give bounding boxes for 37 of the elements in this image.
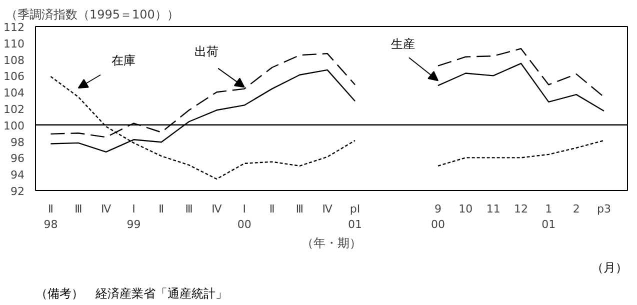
y-tick-label: 102 <box>4 103 25 116</box>
x-tick-label: 12 <box>514 202 528 216</box>
x-tick-label: pⅠ 01 <box>348 202 362 232</box>
x-tick-label: Ⅳ <box>322 202 334 216</box>
y-tick-label: 106 <box>4 70 25 84</box>
x-tick-label: p3 <box>596 202 611 216</box>
y-tick-label: 98 <box>10 136 25 149</box>
x-tick-label: 9 00 <box>431 202 446 232</box>
annotation: 出荷 <box>194 44 219 58</box>
x-tick-label: Ⅱ 98 <box>44 202 58 232</box>
x-tick-label: 10 <box>458 202 473 216</box>
x-tick-label: Ⅲ <box>185 202 193 216</box>
y-tick-label: 96 <box>10 152 25 166</box>
x-tick-label: 11 <box>486 202 500 216</box>
x-tick-label: Ⅳ <box>212 202 223 216</box>
x-tick-label: 1 01 <box>542 202 556 232</box>
x-tick-label: Ⅲ <box>74 202 82 216</box>
x-tick-label: Ⅰ 00 <box>237 202 252 232</box>
x-tick-label: Ⅳ <box>100 202 112 216</box>
x-tick-label: Ⅲ <box>296 202 304 216</box>
text: （備考） 経済産業省「通産統計」 <box>36 286 228 300</box>
y-tick-label: 108 <box>4 54 25 67</box>
annotation: 生産 <box>390 37 415 52</box>
annotation: 在庫 <box>112 54 136 68</box>
x-tick-label: 2 <box>572 202 580 216</box>
x-tick-label: Ⅱ <box>269 202 275 216</box>
y-tick-label: 104 <box>4 86 25 100</box>
y-tick-label: 92 <box>10 185 25 198</box>
x-axis-title: （年・期） <box>302 236 362 250</box>
y-axis-title: （季調済指数（1995＝100）） <box>6 8 179 22</box>
y-tick-label: 94 <box>10 168 25 182</box>
y-tick-label: 110 <box>4 37 25 50</box>
text: （月） <box>592 260 628 274</box>
y-tick-label: 100 <box>4 119 25 132</box>
x-tick-label: Ⅰ 99 <box>126 202 141 232</box>
y-tick-label: 112 <box>4 21 25 34</box>
x-tick-label: Ⅱ <box>158 202 164 216</box>
